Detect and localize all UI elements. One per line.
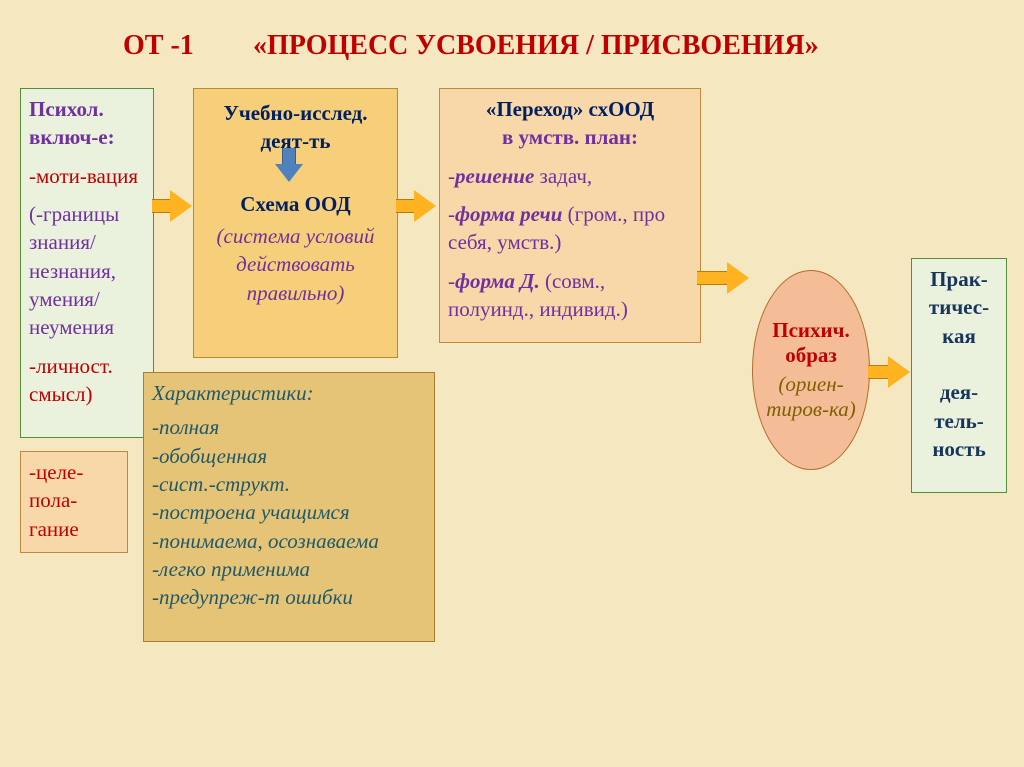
- char-item: -легко применима: [152, 555, 426, 583]
- transition-row: -форма Д. (совм., полуинд., индивид.): [448, 267, 692, 324]
- char-item: -предупреж-т ошибки: [152, 583, 426, 611]
- psychol-item: -личност. смысл): [29, 352, 145, 409]
- schema-line: (система условий действовать правильно): [202, 222, 389, 307]
- ellipse-top: Психич. образ: [753, 318, 869, 368]
- practice-line: Прак-: [920, 265, 998, 293]
- practice-line: [920, 350, 998, 378]
- box-characteristics: Характеристики: -полная-обобщенная-сист.…: [143, 372, 435, 642]
- practice-line: дея-: [920, 378, 998, 406]
- practice-line: кая: [920, 322, 998, 350]
- psychol-item: (-границы знания/ незнания, умения/ неум…: [29, 200, 145, 342]
- char-item: -обобщенная: [152, 442, 426, 470]
- char-item: -понимаема, осознаваема: [152, 527, 426, 555]
- goal-text: -целе-пола-гание: [29, 460, 83, 541]
- title-left: ОТ -1: [123, 30, 194, 62]
- char-item: -построена учащимся: [152, 498, 426, 526]
- box-goal-setting: -целе-пола-гание: [20, 451, 128, 553]
- ellipse-mental-image: Психич. образ (ориен-тиров-ка): [752, 270, 870, 470]
- box-psychol-inclusion: Психол. включ-е: -моти-вация (-границы зн…: [20, 88, 154, 438]
- box-schema-ood: Учебно-исслед. деят-тьСхема ООД(система …: [193, 88, 398, 358]
- transition-head-a: «Переход» схООД: [448, 95, 692, 123]
- title-right: «ПРОЦЕСС УСВОЕНИЯ / ПРИСВОЕНИЯ»: [253, 30, 819, 62]
- char-item: -сист.-структ.: [152, 470, 426, 498]
- transition-head-b: в умств. план:: [448, 123, 692, 151]
- ellipse-bottom: (ориен-тиров-ка): [753, 372, 869, 422]
- box-transition-plan: «Переход» схООД в умств. план: -решение …: [439, 88, 701, 343]
- transition-row: -решение задач,: [448, 162, 692, 190]
- psychol-item: -моти-вация: [29, 162, 145, 190]
- practice-line: тель-: [920, 407, 998, 435]
- transition-row: -форма речи (гром., про себя, умств.): [448, 200, 692, 257]
- char-item: -полная: [152, 413, 426, 441]
- practice-line: тичес-: [920, 293, 998, 321]
- practice-line: ность: [920, 435, 998, 463]
- schema-line: Схема ООД: [202, 190, 389, 218]
- char-heading: Характеристики:: [152, 379, 426, 407]
- psychol-heading: Психол. включ-е:: [29, 95, 145, 152]
- box-practical-activity: Прак-тичес-кая дея-тель-ность: [911, 258, 1007, 493]
